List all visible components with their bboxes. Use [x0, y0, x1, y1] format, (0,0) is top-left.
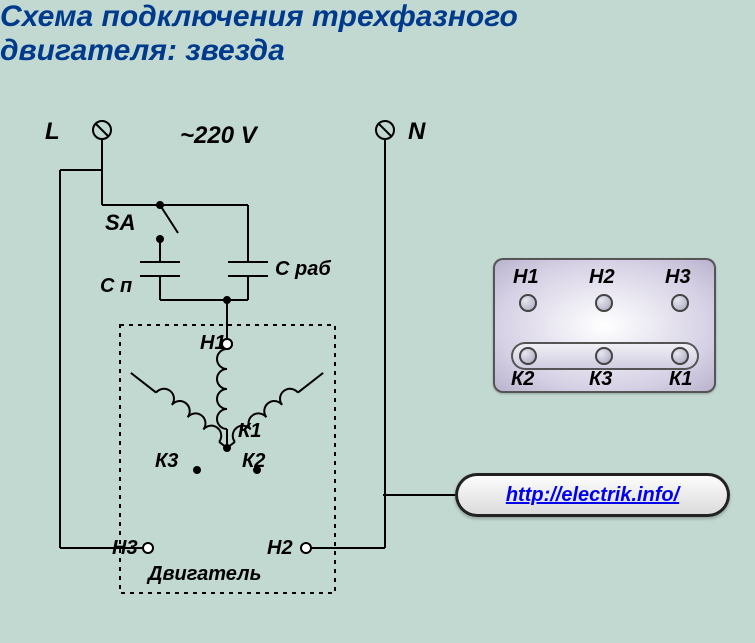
label-SA: SA — [105, 210, 136, 236]
label-K2: К2 — [242, 450, 265, 473]
terminal-K1-hole — [671, 347, 689, 365]
label-H1: Н1 — [200, 332, 226, 355]
terminal-K2-hole — [519, 347, 537, 365]
terminal-K3-hole — [595, 347, 613, 365]
source-url-link[interactable]: http://electrik.info/ — [455, 473, 730, 517]
label-H2: Н2 — [267, 537, 293, 560]
tb-K1: К1 — [669, 368, 692, 391]
terminal-H2-hole — [595, 294, 613, 312]
label-L: L — [45, 118, 60, 146]
label-K3: К3 — [155, 450, 178, 473]
motor-caption: Двигатель — [148, 563, 261, 586]
label-H3: Н3 — [112, 537, 138, 560]
voltage-label: ~220 V — [180, 122, 257, 150]
label-N: N — [408, 118, 425, 146]
tb-H2: Н2 — [589, 266, 615, 289]
label-Crab: С раб — [275, 258, 331, 281]
terminal-H1-hole — [519, 294, 537, 312]
tb-K3: К3 — [589, 368, 612, 391]
tb-K2: К2 — [511, 368, 534, 391]
terminal-H3-hole — [671, 294, 689, 312]
terminal-block: Н1 Н2 Н3 К2 К3 К1 — [493, 258, 716, 393]
label-Cp: С п — [100, 275, 132, 298]
tb-H1: Н1 — [513, 266, 539, 289]
label-K1: К1 — [238, 420, 261, 443]
diagram-canvas: Схема подключения трехфазного двигателя:… — [0, 0, 755, 643]
tb-H3: Н3 — [665, 266, 691, 289]
